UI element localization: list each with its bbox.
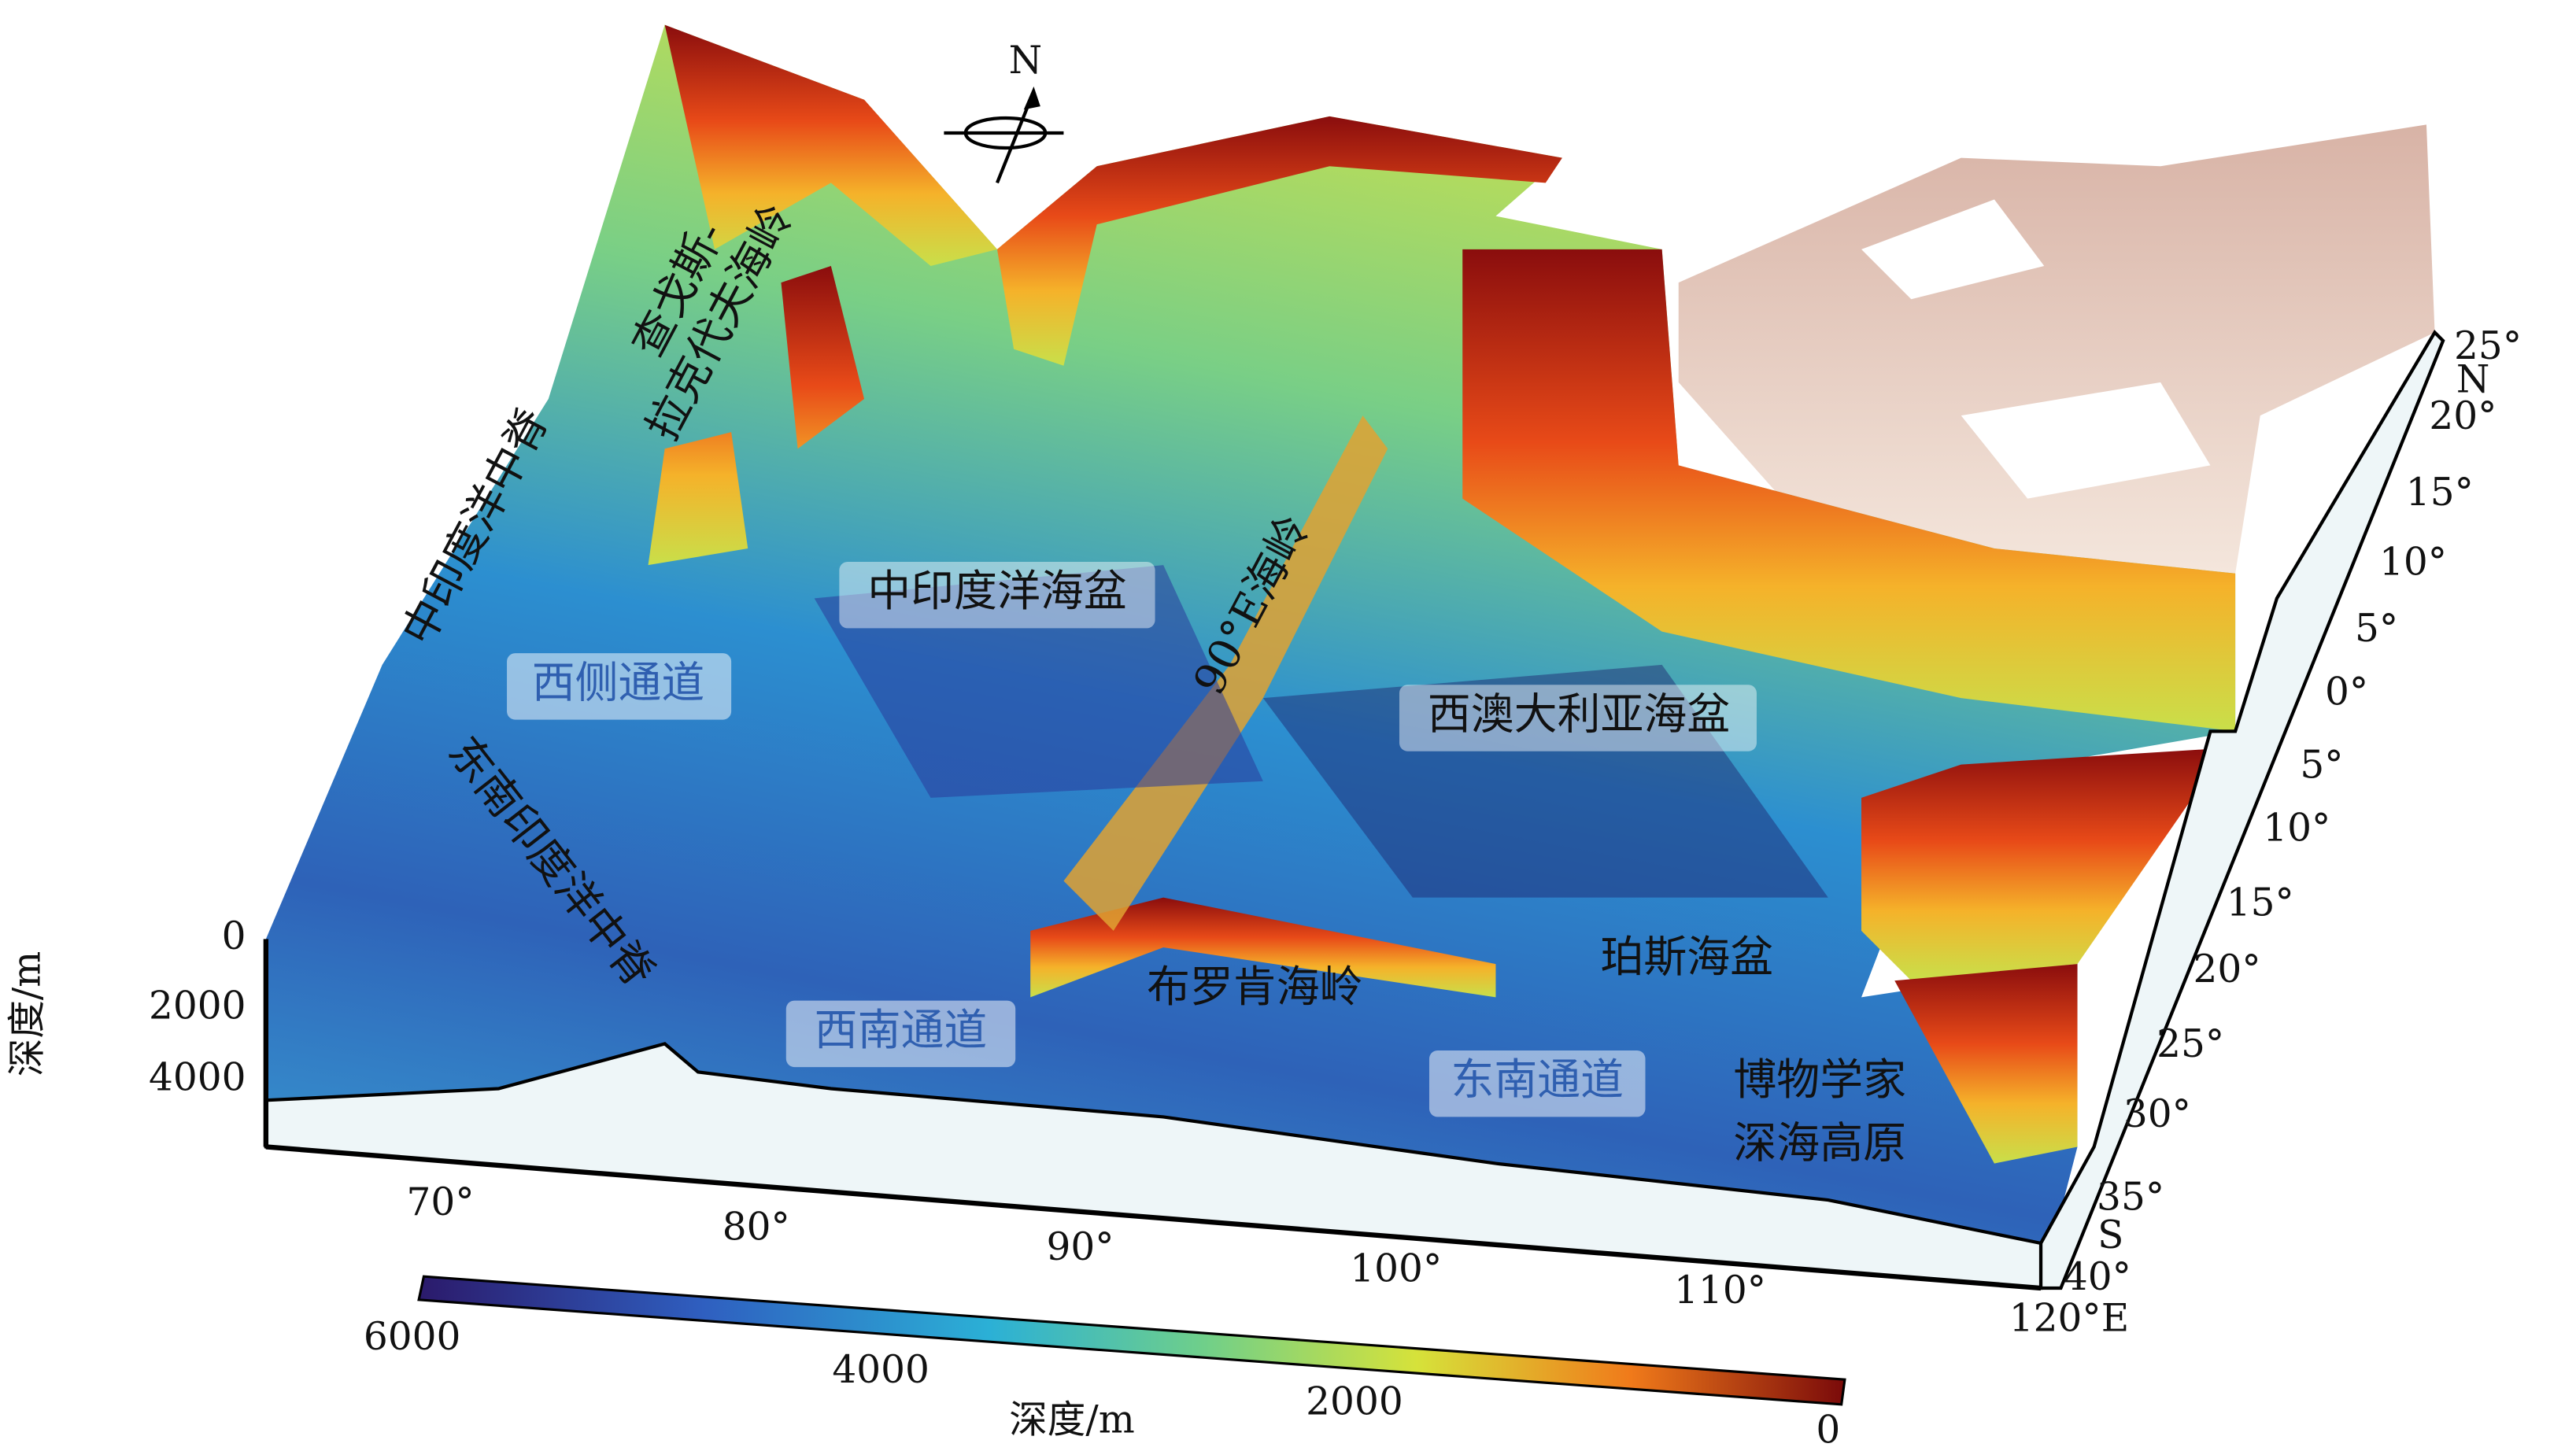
lat-tick-label: N	[2456, 357, 2489, 401]
colorbar-tick: 6000	[364, 1315, 461, 1359]
lat-tick-label: 0°	[2325, 670, 2368, 714]
label: 珀斯海盆	[1600, 932, 1773, 982]
lat-tick-label: 20°	[2193, 947, 2261, 991]
colorbar	[417, 1275, 1846, 1406]
lat-tick-label: 15°	[2227, 881, 2294, 925]
label: 深海高原	[1733, 1117, 1906, 1168]
label: 西侧通道	[532, 657, 705, 707]
lon-tick-label: 110°	[1674, 1268, 1766, 1313]
land	[1678, 124, 2435, 574]
colorbar-title: 深度/m	[1009, 1398, 1135, 1442]
label: 中印度洋海盆	[867, 566, 1126, 616]
sunda-slope	[1462, 249, 2236, 732]
depth-tick: 0	[222, 914, 246, 958]
label: 西澳大利亚海盆	[1428, 689, 1730, 739]
basin-deep	[814, 565, 1263, 798]
colorbar-tick: 2000	[1306, 1379, 1403, 1423]
label-box	[785, 1000, 1016, 1068]
lat-tick-label: 35°	[2097, 1176, 2164, 1220]
depth-title: 深度/m	[6, 951, 50, 1077]
lat-ticks: 25°N20°15°10°5°0°5°10°15°20°25°30°35°S40…	[2064, 324, 2522, 1299]
lat-tick-label: 10°	[2263, 807, 2330, 851]
label: 布罗肯海岭	[1147, 962, 1363, 1012]
lat-tick-label: 15°	[2406, 471, 2474, 515]
colorbar-tick: 0	[1816, 1408, 1840, 1451]
basin-deep	[1262, 664, 1828, 898]
lat-tick-label: 30°	[2123, 1092, 2191, 1136]
lat-tick-label: 40°	[2064, 1255, 2131, 1299]
depth-tick: 4000	[149, 1055, 246, 1099]
label-box	[1399, 685, 1757, 751]
bay-slope	[996, 116, 1562, 366]
ninety-east-ridge	[1063, 415, 1388, 931]
label-box	[839, 561, 1155, 629]
label-box	[507, 653, 732, 720]
lon-tick-label: 120°E	[2009, 1297, 2129, 1341]
lat-tick-label: 25°	[2157, 1022, 2224, 1066]
lon-tick-label: 70°	[407, 1180, 475, 1224]
north-arrow	[944, 86, 1064, 184]
colorbar-tick: 4000	[832, 1348, 930, 1392]
lon-tick-label: 90°	[1047, 1225, 1114, 1269]
lon-tick-label: 80°	[723, 1205, 790, 1250]
land-gap	[1861, 199, 2211, 499]
lat-tick-label: S	[2097, 1213, 2123, 1257]
side-face	[2038, 330, 2445, 1290]
lon-ticks: 70° 80° 90° 100° 110° 120°E	[407, 1180, 2130, 1341]
lat-tick-label: 5°	[2300, 743, 2343, 787]
india-slope	[664, 24, 997, 266]
lat-tick-label: 10°	[2379, 541, 2447, 585]
australia-slope	[1861, 748, 2227, 981]
depth-tick: 2000	[149, 984, 246, 1028]
lat-tick-label: 5°	[2355, 607, 2398, 651]
label-box	[1428, 1050, 1646, 1117]
label: 博物学家	[1733, 1054, 1906, 1105]
naturaliste-slope	[1894, 964, 2078, 1164]
label: 西南通道	[815, 1005, 988, 1055]
base-edge	[265, 1144, 2042, 1291]
broken-ridge	[1030, 897, 1496, 998]
label: 东南通道	[1451, 1054, 1624, 1105]
lat-tick-label: 25°	[2454, 324, 2522, 368]
chagos-ridge	[648, 265, 865, 566]
north-label: N	[1009, 39, 1042, 83]
lon-tick-label: 100°	[1350, 1246, 1442, 1290]
lat-tick-label: 20°	[2429, 394, 2497, 438]
